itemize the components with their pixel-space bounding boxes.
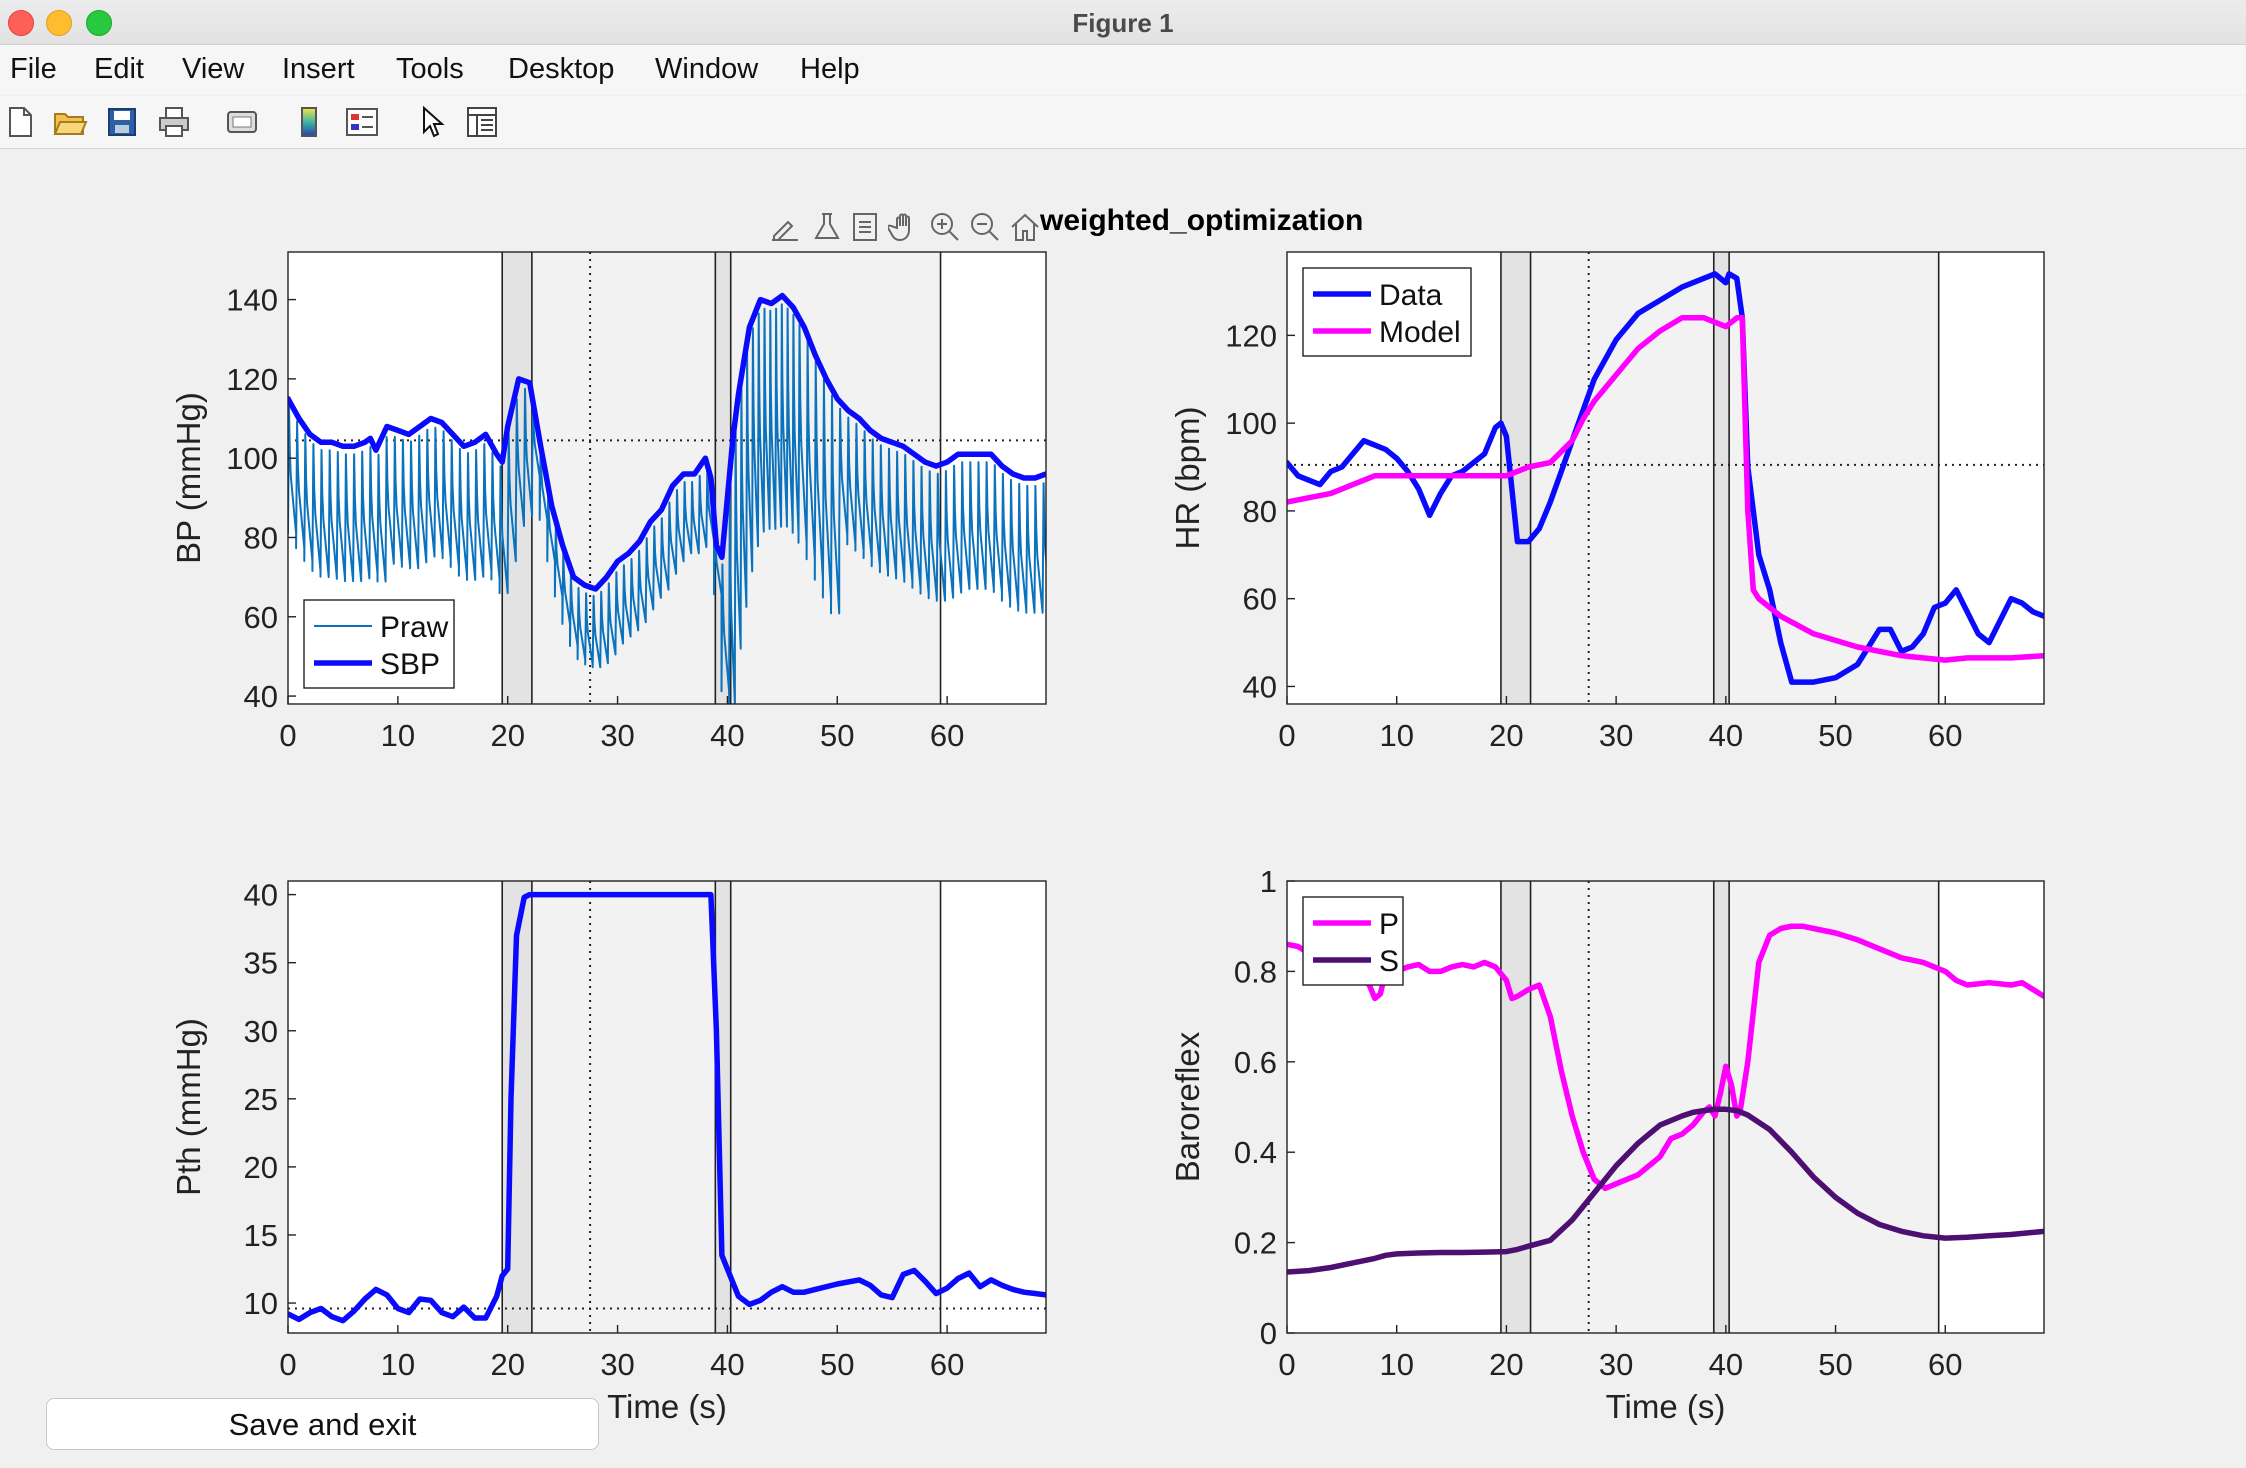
colorbar-icon[interactable] <box>292 104 328 140</box>
menu-edit[interactable]: Edit <box>94 53 144 85</box>
menu-window[interactable]: Window <box>655 53 759 85</box>
open-icon[interactable] <box>52 104 88 140</box>
brush-icon[interactable] <box>768 210 802 244</box>
home-icon[interactable] <box>1008 210 1042 244</box>
legend-icon[interactable] <box>344 104 380 140</box>
save-and-exit-button[interactable]: Save and exit <box>46 1398 599 1450</box>
data-tips-icon[interactable] <box>810 210 844 244</box>
close-window-button[interactable] <box>8 10 34 36</box>
maximize-window-button[interactable] <box>86 10 112 36</box>
figure-title: weighted_optimization <box>1040 204 1364 237</box>
new-figure-icon[interactable] <box>2 104 38 140</box>
window-titlebar: Figure 1 <box>0 0 2246 45</box>
menu-insert[interactable]: Insert <box>282 53 355 85</box>
link-icon[interactable] <box>224 104 260 140</box>
figure-toolbar <box>0 96 2246 149</box>
pan-hand-icon[interactable] <box>888 210 922 244</box>
zoom-in-icon[interactable] <box>928 210 962 244</box>
zoom-out-icon[interactable] <box>968 210 1002 244</box>
property-inspector-icon[interactable] <box>464 104 500 140</box>
export-icon[interactable] <box>848 210 882 244</box>
minimize-window-button[interactable] <box>46 10 72 36</box>
menu-file[interactable]: File <box>10 53 57 85</box>
pointer-icon[interactable] <box>414 104 450 140</box>
window-title: Figure 1 <box>1072 8 1174 38</box>
menu-desktop[interactable]: Desktop <box>508 53 615 85</box>
menu-view[interactable]: View <box>182 53 245 85</box>
figure-canvas <box>0 150 2246 1468</box>
print-icon[interactable] <box>156 104 192 140</box>
save-icon[interactable] <box>104 104 140 140</box>
menu-tools[interactable]: Tools <box>396 53 464 85</box>
menu-bar: File Edit View Insert Tools Desktop Wind… <box>0 45 2246 95</box>
menu-help[interactable]: Help <box>800 53 860 85</box>
